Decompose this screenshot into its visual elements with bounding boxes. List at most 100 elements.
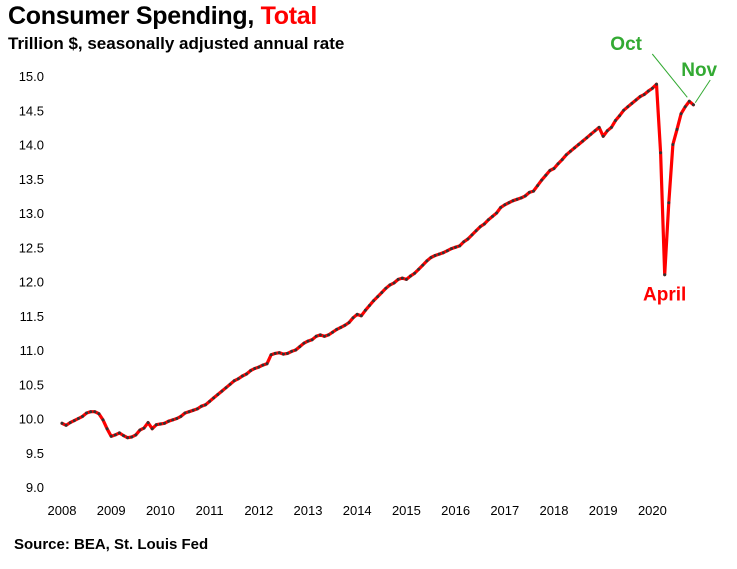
data-point [355, 312, 359, 316]
x-tick-label: 2016 [441, 503, 470, 518]
data-point [306, 339, 310, 343]
data-point [556, 162, 560, 166]
data-point [568, 149, 572, 153]
data-point [441, 251, 445, 255]
data-point [327, 333, 330, 337]
data-point [609, 125, 613, 129]
data-point [614, 119, 617, 122]
data-point [339, 325, 343, 329]
data-point [429, 256, 433, 259]
y-tick-label: 12.5 [19, 240, 44, 255]
data-point [413, 271, 417, 275]
data-point [232, 379, 236, 383]
data-point [179, 414, 183, 418]
chart-title-accent: Total [260, 2, 318, 30]
data-point [581, 139, 585, 143]
oct-label: Oct [610, 34, 642, 55]
data-point [679, 112, 683, 116]
x-tick-label: 2012 [244, 503, 273, 518]
y-tick-label: 13.5 [19, 172, 44, 187]
data-point [298, 345, 302, 349]
data-point [253, 367, 257, 370]
x-tick-label: 2010 [146, 503, 175, 518]
data-point [400, 276, 404, 280]
data-point [585, 136, 589, 140]
data-point [277, 351, 281, 355]
data-point [249, 369, 253, 373]
data-point [626, 105, 630, 109]
data-point [138, 428, 142, 432]
data-point [462, 240, 466, 244]
x-tick-label: 2018 [540, 503, 569, 518]
data-point [691, 103, 695, 107]
y-tick-label: 11.0 [20, 343, 44, 358]
data-point [64, 423, 68, 427]
data-point [454, 245, 458, 249]
data-point [290, 349, 294, 353]
data-point [208, 399, 212, 403]
data-point [605, 129, 609, 133]
data-point [564, 153, 568, 157]
data-point [437, 252, 441, 256]
data-point [671, 143, 675, 146]
data-point [269, 353, 273, 357]
x-axis: 2008 2009 2010 2011 2012 2013 2014 2015 2016 2017… [48, 503, 667, 518]
data-point [421, 263, 425, 267]
data-point [158, 422, 162, 426]
data-point [417, 267, 421, 271]
data-point [425, 259, 429, 263]
data-point [687, 99, 691, 103]
x-tick-label: 2009 [97, 503, 126, 518]
data-point [515, 197, 519, 201]
data-point [486, 218, 490, 222]
data-point [261, 363, 265, 367]
april-label: April [643, 285, 686, 306]
data-point [117, 431, 121, 435]
y-tick-label: 15.0 [19, 69, 44, 84]
series-line [60, 82, 695, 440]
data-point [85, 411, 89, 415]
data-point [577, 143, 581, 146]
data-point [552, 167, 556, 170]
data-point [265, 362, 269, 366]
data-point [101, 418, 105, 422]
chart-subtitle: Trillion $, seasonally adjusted annual r… [8, 34, 345, 53]
x-tick-label: 2020 [638, 503, 667, 518]
data-point [495, 211, 499, 215]
data-point [392, 281, 396, 285]
x-tick-label: 2019 [589, 503, 618, 518]
data-point [130, 435, 134, 439]
data-point [363, 308, 367, 312]
data-point [409, 274, 412, 278]
x-tick-label: 2015 [392, 503, 421, 518]
data-point [126, 436, 130, 440]
data-point [183, 411, 187, 415]
y-tick-label: 9.0 [26, 480, 44, 495]
data-point [499, 206, 503, 209]
y-tick-label: 10.0 [19, 412, 44, 427]
data-point [470, 233, 474, 237]
data-point [667, 201, 671, 205]
y-axis: 9.0 9.5 10.0 10.5 11.0 11.5 12.0 12.5 13.0 13.5 14… [19, 69, 44, 495]
data-point [204, 403, 207, 407]
data-point [68, 421, 72, 425]
data-point [384, 286, 388, 290]
data-point [655, 82, 658, 86]
y-tick-label: 14.0 [19, 138, 44, 153]
data-point [404, 277, 408, 281]
data-point [396, 277, 400, 281]
data-point [351, 316, 355, 320]
data-point [245, 372, 248, 376]
data-point [540, 178, 544, 182]
data-point [548, 169, 552, 172]
y-tick-label: 12.0 [19, 275, 44, 290]
y-tick-label: 13.0 [19, 206, 44, 221]
x-tick-label: 2014 [343, 503, 372, 518]
x-tick-label: 2013 [294, 503, 323, 518]
plot-area [60, 82, 695, 440]
data-point [122, 434, 125, 438]
data-point [601, 134, 605, 138]
data-point [257, 365, 261, 369]
data-point [376, 295, 380, 299]
